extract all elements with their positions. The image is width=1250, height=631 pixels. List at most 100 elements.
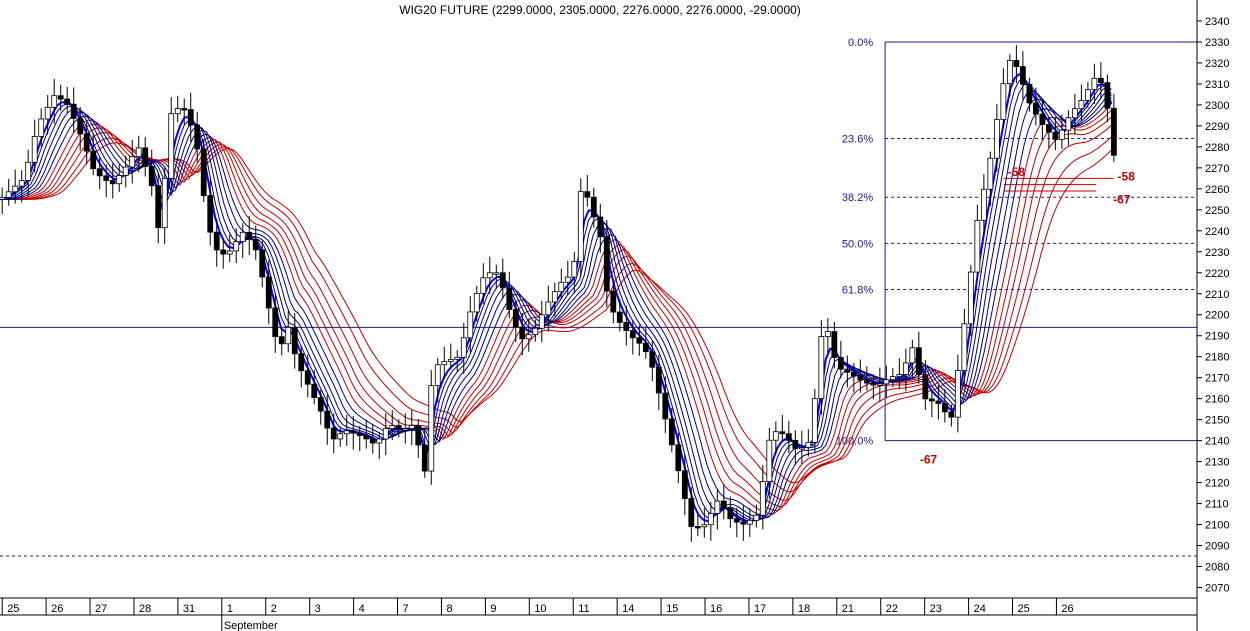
candle-body xyxy=(668,418,675,446)
candle-body xyxy=(538,314,545,329)
candle-body xyxy=(883,379,890,385)
fibonacci-retracement: 0.0%23.6%38.2%50.0%61.8%100.0% xyxy=(836,37,1197,448)
price-tick-label: 2260 xyxy=(1205,184,1229,196)
candle-body xyxy=(90,150,97,170)
candle-body xyxy=(272,307,279,338)
candle-body xyxy=(1078,100,1085,110)
candle-body xyxy=(642,342,649,353)
candle-body xyxy=(915,347,922,376)
price-tick-label: 2090 xyxy=(1205,541,1229,553)
candle-body xyxy=(948,411,955,418)
annotation-label: -67 xyxy=(920,453,938,467)
candle-body xyxy=(408,425,415,429)
candle-body xyxy=(597,216,604,238)
date-tick-label: 25 xyxy=(7,603,19,615)
date-tick-label: 4 xyxy=(359,603,365,615)
candle-body xyxy=(889,376,896,381)
chart-title: WIG20 FUTURE (2299.0000, 2305.0000, 2276… xyxy=(399,3,801,17)
candle-body xyxy=(564,276,571,283)
candle-body xyxy=(109,180,116,185)
price-tick-label: 2340 xyxy=(1205,16,1229,28)
candle-body xyxy=(740,521,747,525)
candle-body xyxy=(324,410,331,429)
candle-body xyxy=(1110,107,1117,156)
candle-body xyxy=(220,249,227,255)
candle-body xyxy=(1058,129,1065,140)
candle-body xyxy=(402,428,409,431)
price-tick-label: 2330 xyxy=(1205,37,1229,49)
candle-body xyxy=(824,331,831,337)
candle-body xyxy=(714,500,721,514)
candle-body xyxy=(1013,60,1020,68)
candle-body xyxy=(1045,124,1052,133)
candle-body xyxy=(954,370,961,418)
candle-body xyxy=(168,113,175,179)
candle-body xyxy=(1091,77,1098,91)
fib-level-label: 38.2% xyxy=(842,192,873,204)
candle-body xyxy=(1104,82,1111,109)
candle-body xyxy=(870,382,877,386)
price-tick-label: 2190 xyxy=(1205,331,1229,343)
price-axis: 2070 2080 2090 2100 2110 2120 2130 2140 2150 2160… xyxy=(1196,0,1229,631)
candle-body xyxy=(31,135,38,163)
price-tick-label: 2150 xyxy=(1205,415,1229,427)
candle-body xyxy=(174,108,181,115)
date-tick-label: 14 xyxy=(622,603,634,615)
candle-body xyxy=(629,330,636,339)
candle-body xyxy=(707,513,714,526)
candle-body xyxy=(207,195,214,233)
candle-body xyxy=(525,334,532,340)
candle-body xyxy=(480,277,487,294)
candle-body xyxy=(213,231,220,251)
price-tick-label: 2120 xyxy=(1205,478,1229,490)
candle-body xyxy=(1097,77,1104,83)
candle-body xyxy=(694,526,701,529)
candle-body xyxy=(441,361,448,366)
candle-body xyxy=(662,392,669,420)
price-tick-label: 2110 xyxy=(1205,499,1229,511)
candle-body xyxy=(467,311,474,339)
candle-body xyxy=(584,191,591,198)
price-tick-label: 2220 xyxy=(1205,268,1229,280)
price-tick-label: 2180 xyxy=(1205,352,1229,364)
candle-body xyxy=(545,301,552,316)
price-tick-label: 2230 xyxy=(1205,247,1229,259)
candle-body xyxy=(681,470,688,499)
candle-body xyxy=(350,430,357,434)
candle-body xyxy=(772,431,779,441)
candle-body xyxy=(746,519,753,525)
candle-body xyxy=(727,507,734,520)
candle-body xyxy=(759,481,766,516)
candle-body xyxy=(83,133,90,152)
price-tick-label: 2080 xyxy=(1205,562,1229,574)
candle-body xyxy=(922,374,929,400)
candle-body xyxy=(675,444,682,472)
candle-body xyxy=(25,161,32,181)
candle-body xyxy=(512,309,519,328)
date-tick-label: 26 xyxy=(1061,603,1073,615)
candle-body xyxy=(246,231,253,240)
price-tick-label: 2300 xyxy=(1205,100,1229,112)
candle-body xyxy=(278,336,285,345)
candle-body xyxy=(181,108,188,111)
candle-body xyxy=(148,166,155,187)
candle-body xyxy=(135,147,142,158)
date-tick-label: 21 xyxy=(842,603,854,615)
candle-body xyxy=(44,106,51,120)
candle-body xyxy=(343,430,350,435)
candle-body xyxy=(428,385,435,472)
price-tick-label: 2270 xyxy=(1205,163,1229,175)
candle-body xyxy=(389,425,396,430)
annotation-label: -58 xyxy=(1008,165,1026,179)
candle-body xyxy=(51,95,58,108)
candle-body xyxy=(298,353,305,372)
candlesticks xyxy=(0,45,1117,542)
candle-body xyxy=(844,368,851,373)
price-tick-label: 2170 xyxy=(1205,373,1229,385)
price-tick-label: 2100 xyxy=(1205,520,1229,532)
blue-moving-average-line xyxy=(0,97,1112,517)
candle-body xyxy=(376,438,383,444)
candle-body xyxy=(967,271,974,325)
candle-body xyxy=(317,397,324,412)
candle-body xyxy=(623,322,630,331)
